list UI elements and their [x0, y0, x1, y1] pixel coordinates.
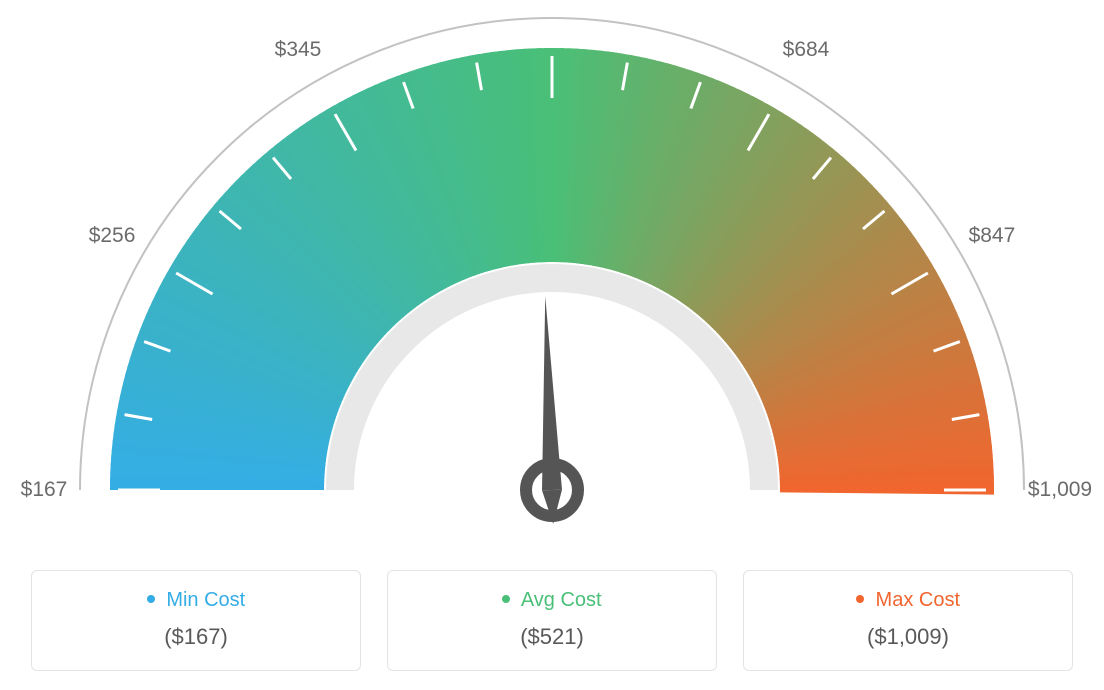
gauge-container: $167$256$345$521$684$847$1,009 [0, 0, 1104, 560]
legend-title-avg: Avg Cost [398, 589, 706, 612]
gauge-tick-label: $684 [783, 38, 830, 62]
gauge-tick-label: $167 [21, 478, 68, 502]
dot-icon-avg [502, 595, 510, 603]
legend-value-min: ($167) [42, 624, 350, 650]
legend-card-avg: Avg Cost ($521) [387, 570, 717, 671]
legend-title-min: Min Cost [42, 589, 350, 612]
legend-value-avg: ($521) [398, 624, 706, 650]
legend-card-max: Max Cost ($1,009) [743, 570, 1073, 671]
legend-title-max: Max Cost [754, 589, 1062, 612]
legend-value-max: ($1,009) [754, 624, 1062, 650]
dot-icon-min [147, 595, 155, 603]
legend-title-max-text: Max Cost [876, 589, 960, 611]
legend-title-min-text: Min Cost [166, 589, 245, 611]
legend-title-avg-text: Avg Cost [521, 589, 602, 611]
gauge-tick-label: $345 [275, 38, 322, 62]
gauge-tick-label: $847 [969, 224, 1016, 248]
gauge-tick-label: $1,009 [1028, 478, 1092, 502]
dot-icon-max [856, 595, 864, 603]
legend-card-min: Min Cost ($167) [31, 570, 361, 671]
gauge-svg [0, 0, 1104, 560]
legend-row: Min Cost ($167) Avg Cost ($521) Max Cost… [0, 570, 1104, 671]
gauge-tick-label: $256 [89, 224, 136, 248]
